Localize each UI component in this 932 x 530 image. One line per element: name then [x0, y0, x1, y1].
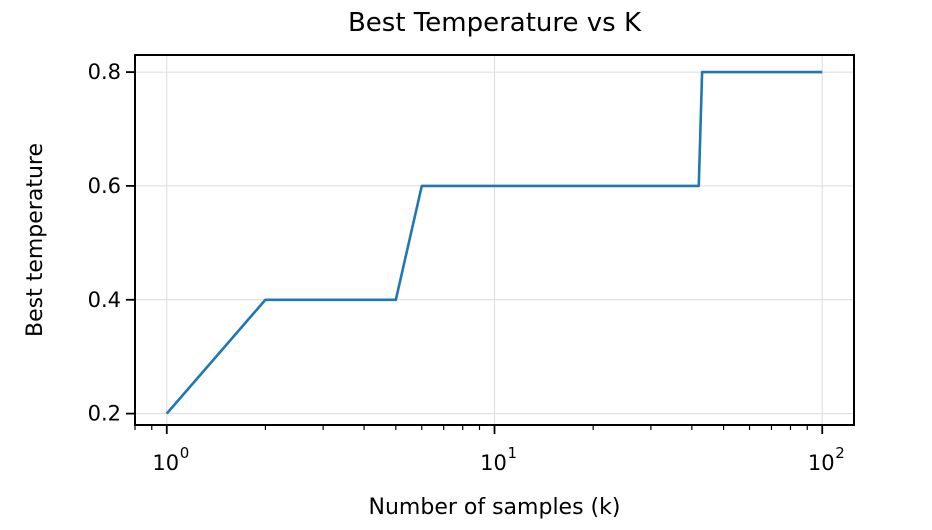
x-axis-ticks: 10 0 10 1 10 2	[134, 425, 845, 475]
y-tick-label: 0.8	[88, 60, 121, 84]
x-axis-label: Number of samples (k)	[369, 495, 621, 520]
x-tick-label-exponent: 0	[180, 444, 190, 462]
series-line	[165, 70, 823, 415]
y-axis-label: Best temperature	[23, 143, 48, 337]
y-axis-ticks: 0.2 0.4 0.6 0.8	[88, 60, 135, 426]
x-tick-label: 10	[808, 451, 835, 475]
chart-title: Best Temperature vs K	[348, 8, 642, 38]
x-tick-label: 10	[480, 451, 507, 475]
y-tick-label: 0.2	[88, 402, 121, 426]
y-tick-label: 0.6	[88, 174, 121, 198]
grid-lines	[135, 55, 854, 425]
x-tick-label-exponent: 2	[835, 444, 845, 462]
y-tick-label: 0.4	[88, 288, 121, 312]
plot-series	[165, 70, 823, 415]
x-tick-label-exponent: 1	[508, 444, 518, 462]
x-tick-label: 10	[152, 451, 179, 475]
